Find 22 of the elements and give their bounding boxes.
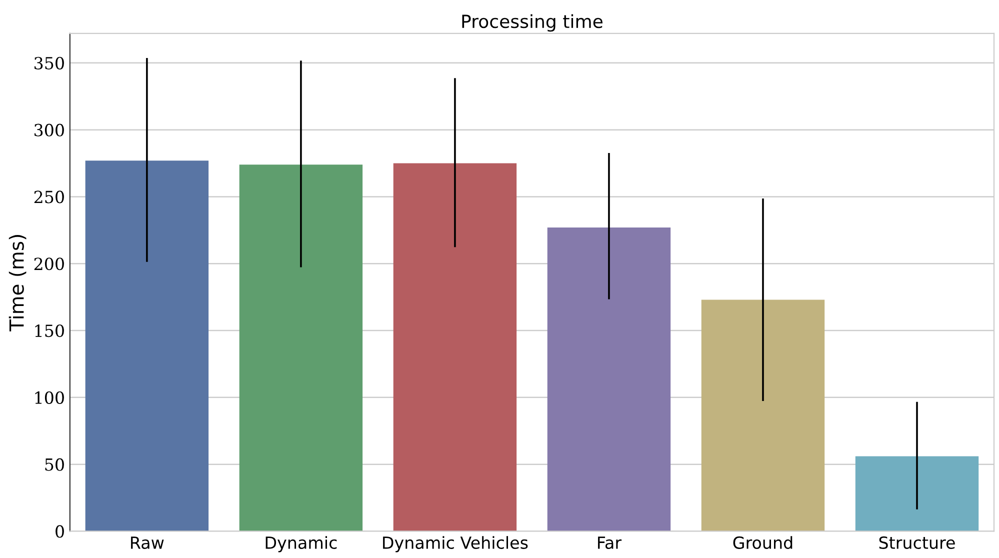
y-axis-title: Time (ms)	[8, 235, 26, 332]
bar	[855, 456, 979, 532]
bar	[393, 163, 517, 532]
chart-title: Processing time	[462, 14, 602, 32]
y-tick-label: 100	[35, 391, 64, 404]
bar	[239, 164, 363, 532]
x-tick-label: Far	[598, 536, 622, 549]
y-tick-label: 350	[34, 56, 64, 70]
y-tick-label: 50	[45, 458, 64, 471]
x-tick-label: Dynamic Vehicles	[383, 536, 528, 552]
y-tick-label: 200	[34, 258, 64, 270]
x-tick-label: Ground	[733, 536, 792, 549]
x-tick-label: Structure	[879, 536, 955, 549]
y-tick-label: 0	[56, 525, 64, 538]
x-tick-label: Raw	[131, 536, 164, 549]
bar	[85, 160, 209, 532]
y-tick-label: 300	[34, 124, 64, 136]
bar	[547, 227, 671, 532]
y-tick-label: 150	[35, 324, 64, 338]
x-tick-label: Dynamic	[266, 536, 337, 552]
y-tick-label: 250	[34, 190, 64, 204]
bar	[701, 300, 825, 532]
